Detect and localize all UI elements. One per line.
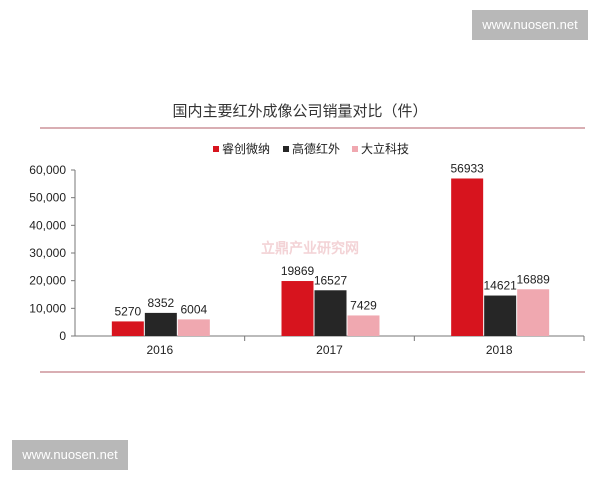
chart-title: 国内主要红外成像公司销量对比（件） [172,102,428,120]
bar-2-1 [484,295,517,336]
legend-label: 睿创微纳 [222,141,270,156]
y-tick-label: 30,000 [29,246,66,260]
data-label: 56933 [450,161,484,175]
y-tick-label: 10,000 [29,301,66,315]
title-rule [40,127,585,129]
data-label: 14621 [483,279,517,293]
watermark-bottom-left: www.nuosen.net [12,440,128,470]
legend-label: 高德红外 [292,141,340,156]
y-tick-label: 0 [59,329,66,343]
legend-swatch [352,146,358,152]
bar-1-1 [314,290,347,336]
bottom-rule [40,371,585,373]
watermark-logo: 立鼎产业研究网 [261,240,359,256]
y-tick-label: 20,000 [29,274,66,288]
data-label: 7429 [350,298,377,312]
legend-swatch [283,146,289,152]
bar-0-2 [177,319,210,336]
x-tick-label: 2018 [486,343,513,357]
bar-1-2 [347,315,380,336]
data-label: 5270 [114,304,141,318]
x-tick-label: 2017 [316,343,343,357]
data-label: 6004 [180,302,207,316]
bar-0-1 [144,312,177,336]
bar-0-0 [111,321,144,336]
bar-1-0 [281,281,314,336]
y-tick-label: 60,000 [29,163,66,177]
legend-label: 大立科技 [361,141,409,156]
watermark-top-right: www.nuosen.net [472,10,588,40]
y-tick-label: 40,000 [29,218,66,232]
data-label: 19869 [281,264,315,278]
data-label: 16527 [314,273,348,287]
data-label: 8352 [147,296,174,310]
legend-swatch [213,146,219,152]
x-tick-label: 2016 [146,343,173,357]
y-tick-label: 50,000 [29,191,66,205]
data-label: 16889 [516,272,550,286]
bar-2-2 [517,289,550,336]
bar-2-0 [451,178,484,336]
